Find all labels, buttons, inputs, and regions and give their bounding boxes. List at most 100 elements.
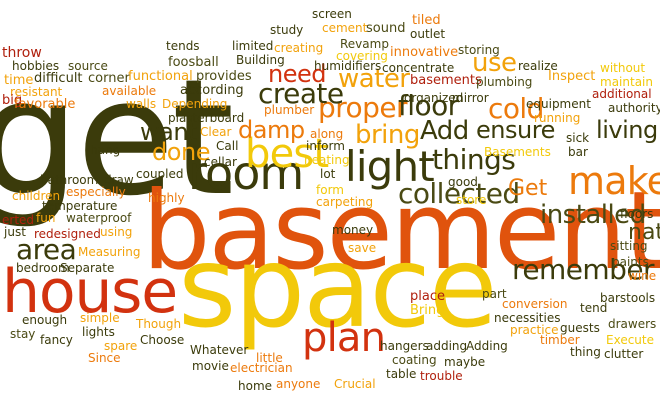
cloud-word: just — [4, 225, 26, 239]
cloud-word: Choose — [140, 333, 185, 347]
cloud-word: trouble — [420, 369, 463, 383]
cloud-word: authority — [608, 101, 660, 115]
cloud-word: heating — [304, 153, 350, 167]
cloud-word: mirror — [452, 91, 489, 105]
cloud-word: lot — [320, 167, 336, 181]
cloud-word: damp — [238, 116, 305, 144]
cloud-word: limited — [232, 39, 274, 53]
cloud-word: cellar — [204, 155, 237, 169]
cloud-word: corner — [88, 71, 130, 86]
cloud-word: Though — [136, 317, 182, 331]
cloud-word: home — [238, 379, 273, 393]
cloud-word: Building — [236, 53, 285, 67]
cloud-word: inform — [306, 139, 345, 153]
cloud-word: Inspect — [548, 69, 596, 84]
cloud-word: redesigned — [34, 227, 101, 241]
cloud-word: stay — [10, 327, 36, 341]
cloud-word: movie — [192, 359, 229, 373]
cloud-word: things — [432, 143, 516, 176]
cloud-word: especially — [66, 185, 126, 199]
cloud-word: according — [180, 83, 244, 98]
cloud-word: bring — [355, 120, 420, 150]
cloud-word: screen — [312, 7, 352, 21]
cloud-word: outlet — [410, 27, 446, 41]
cloud-word: done — [152, 138, 210, 166]
cloud-word: children — [12, 189, 61, 203]
cloud-word: living — [596, 116, 658, 144]
cloud-word: favorable — [14, 97, 76, 112]
cloud-word: Depending — [162, 97, 228, 111]
cloud-word: form — [316, 183, 344, 197]
cloud-word: want — [140, 118, 198, 146]
cloud-word: Separate — [60, 261, 115, 275]
cloud-word: area — [16, 233, 77, 266]
cloud-word: room — [188, 146, 304, 200]
cloud-word: clutter — [604, 347, 644, 361]
cloud-word: little — [256, 351, 283, 365]
cloud-word: fun — [36, 211, 56, 225]
cloud-word: coupled — [136, 167, 184, 181]
cloud-word: without — [600, 61, 646, 75]
cloud-word: barstools — [600, 291, 656, 305]
cloud-word: available — [102, 84, 157, 98]
cloud-word: humidifiers — [314, 59, 382, 73]
cloud-word: walls — [126, 97, 157, 111]
cloud-word: hang — [90, 143, 121, 157]
cloud-word: guests — [560, 321, 600, 335]
cloud-word: erted — [2, 213, 35, 227]
cloud-word: electrician — [230, 361, 293, 375]
cloud-word: table — [386, 367, 417, 381]
cloud-word: cold — [488, 92, 544, 125]
cloud-word: Adding — [466, 339, 508, 353]
cloud-word: difficult — [34, 71, 83, 86]
cloud-word: use — [472, 48, 517, 78]
cloud-word: drawers — [608, 317, 657, 331]
cloud-word: paints — [612, 255, 649, 269]
cloud-word: creating — [274, 41, 324, 55]
cloud-word: bar — [568, 145, 588, 159]
cloud-word: collected — [398, 177, 520, 210]
cloud-word: Clear — [200, 125, 232, 139]
cloud-word: Add — [420, 116, 469, 146]
cloud-word: conversion — [502, 297, 568, 311]
cloud-word: using — [100, 225, 133, 239]
cloud-word: coating — [392, 353, 437, 367]
cloud-word: fancy — [40, 333, 73, 347]
cloud-word: anyone — [276, 377, 321, 391]
cloud-word: sound — [366, 21, 406, 36]
cloud-word: time — [4, 73, 34, 88]
cloud-word: ensure — [476, 116, 555, 144]
cloud-word: necessities — [494, 311, 561, 325]
cloud-word: space — [178, 223, 498, 353]
cloud-word: house — [2, 257, 178, 327]
cloud-word: spare — [104, 339, 138, 353]
cloud-word: cement — [322, 21, 368, 35]
cloud-word: big — [2, 93, 23, 108]
cloud-word: create — [258, 77, 344, 110]
cloud-word: plan — [302, 315, 386, 361]
cloud-word: equipment — [526, 97, 591, 111]
cloud-word: Whatever — [190, 343, 249, 357]
cloud-word: best — [245, 131, 329, 177]
cloud-word: along — [310, 127, 344, 141]
cloud-word: study — [270, 23, 304, 37]
cloud-word: Get — [508, 176, 548, 201]
cloud-word: maybe — [444, 355, 486, 369]
cloud-word: tends — [166, 39, 200, 53]
cloud-word: tend — [580, 301, 608, 315]
cloud-word: maintain — [600, 75, 653, 89]
cloud-word: basement — [142, 169, 660, 294]
cloud-word: money — [332, 223, 374, 237]
cloud-word: Since — [88, 351, 121, 365]
cloud-word: get — [0, 44, 234, 231]
cloud-word: plumbing — [476, 75, 533, 89]
cloud-word: Call — [216, 139, 239, 153]
cloud-word: save — [348, 241, 377, 255]
cloud-word: covering — [336, 49, 388, 63]
cloud-word: lights — [82, 325, 115, 339]
cloud-word: Execute — [606, 333, 654, 347]
cloud-word: foosball — [168, 55, 219, 70]
cloud-word: make — [568, 159, 660, 203]
cloud-word: place — [410, 289, 445, 304]
